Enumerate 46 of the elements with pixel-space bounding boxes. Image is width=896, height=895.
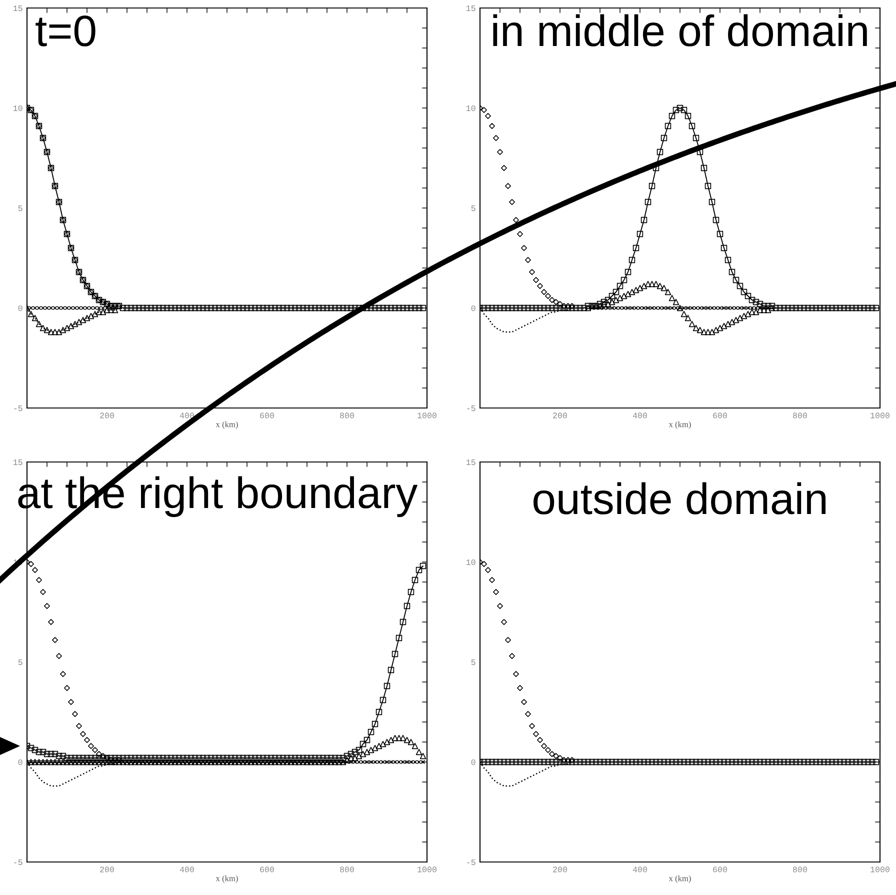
y-tick-label: 0	[18, 305, 22, 312]
chart-title: t=0	[36, 15, 96, 46]
y-tick-label: 10	[466, 105, 476, 112]
x-tick-label: 600	[713, 412, 727, 418]
x-axis-title: x (km)	[216, 875, 238, 883]
x-tick-label: 400	[180, 412, 194, 418]
y-tick-label: -5	[467, 406, 476, 412]
y-tick-label: 15	[466, 6, 476, 12]
y-tick-label: -5	[14, 860, 22, 866]
x-tick-label: 800	[793, 866, 807, 872]
x-tick-label: 400	[180, 866, 194, 872]
y-tick-label: 15	[466, 460, 476, 466]
y-tick-label: 10	[466, 559, 476, 566]
x-tick-label: 400	[632, 412, 647, 418]
x-tick-label: 800	[340, 866, 354, 872]
x-tick-label: 200	[100, 412, 114, 418]
y-tick-label: 10	[13, 105, 22, 112]
x-axis-title: x (km)	[216, 421, 238, 429]
y-tick-label: 15	[13, 460, 22, 466]
y-tick-label: 5	[471, 660, 476, 666]
x-axis-title: x (km)	[668, 421, 691, 429]
y-tick-label: 0	[471, 759, 476, 766]
x-tick-label: 200	[553, 412, 567, 418]
y-tick-label: 5	[18, 206, 22, 212]
x-tick-label: 800	[793, 412, 807, 418]
x-tick-label: 400	[632, 866, 647, 872]
x-tick-label: 1000	[870, 412, 890, 418]
x-axis-title: x (km)	[668, 875, 691, 883]
x-tick-label: 800	[340, 412, 354, 418]
y-tick-label: 5	[18, 660, 22, 666]
y-tick-label: -5	[467, 860, 476, 866]
y-tick-label: 5	[471, 206, 476, 212]
y-tick-label: 0	[471, 305, 476, 312]
x-tick-label: 1000	[418, 412, 436, 418]
chart-title: outside domain	[533, 482, 826, 514]
y-tick-label: -5	[14, 406, 22, 412]
x-tick-label: 600	[260, 412, 274, 418]
chart-title: in middle of domain	[493, 14, 867, 46]
x-tick-label: 200	[100, 866, 114, 872]
x-tick-label: 1000	[870, 866, 890, 872]
x-tick-label: 600	[713, 866, 727, 872]
y-tick-label: 0	[18, 759, 22, 766]
y-tick-label: 15	[13, 6, 22, 12]
x-tick-label: 600	[260, 866, 274, 872]
x-tick-label: 1000	[418, 866, 436, 872]
x-tick-label: 200	[553, 866, 567, 872]
